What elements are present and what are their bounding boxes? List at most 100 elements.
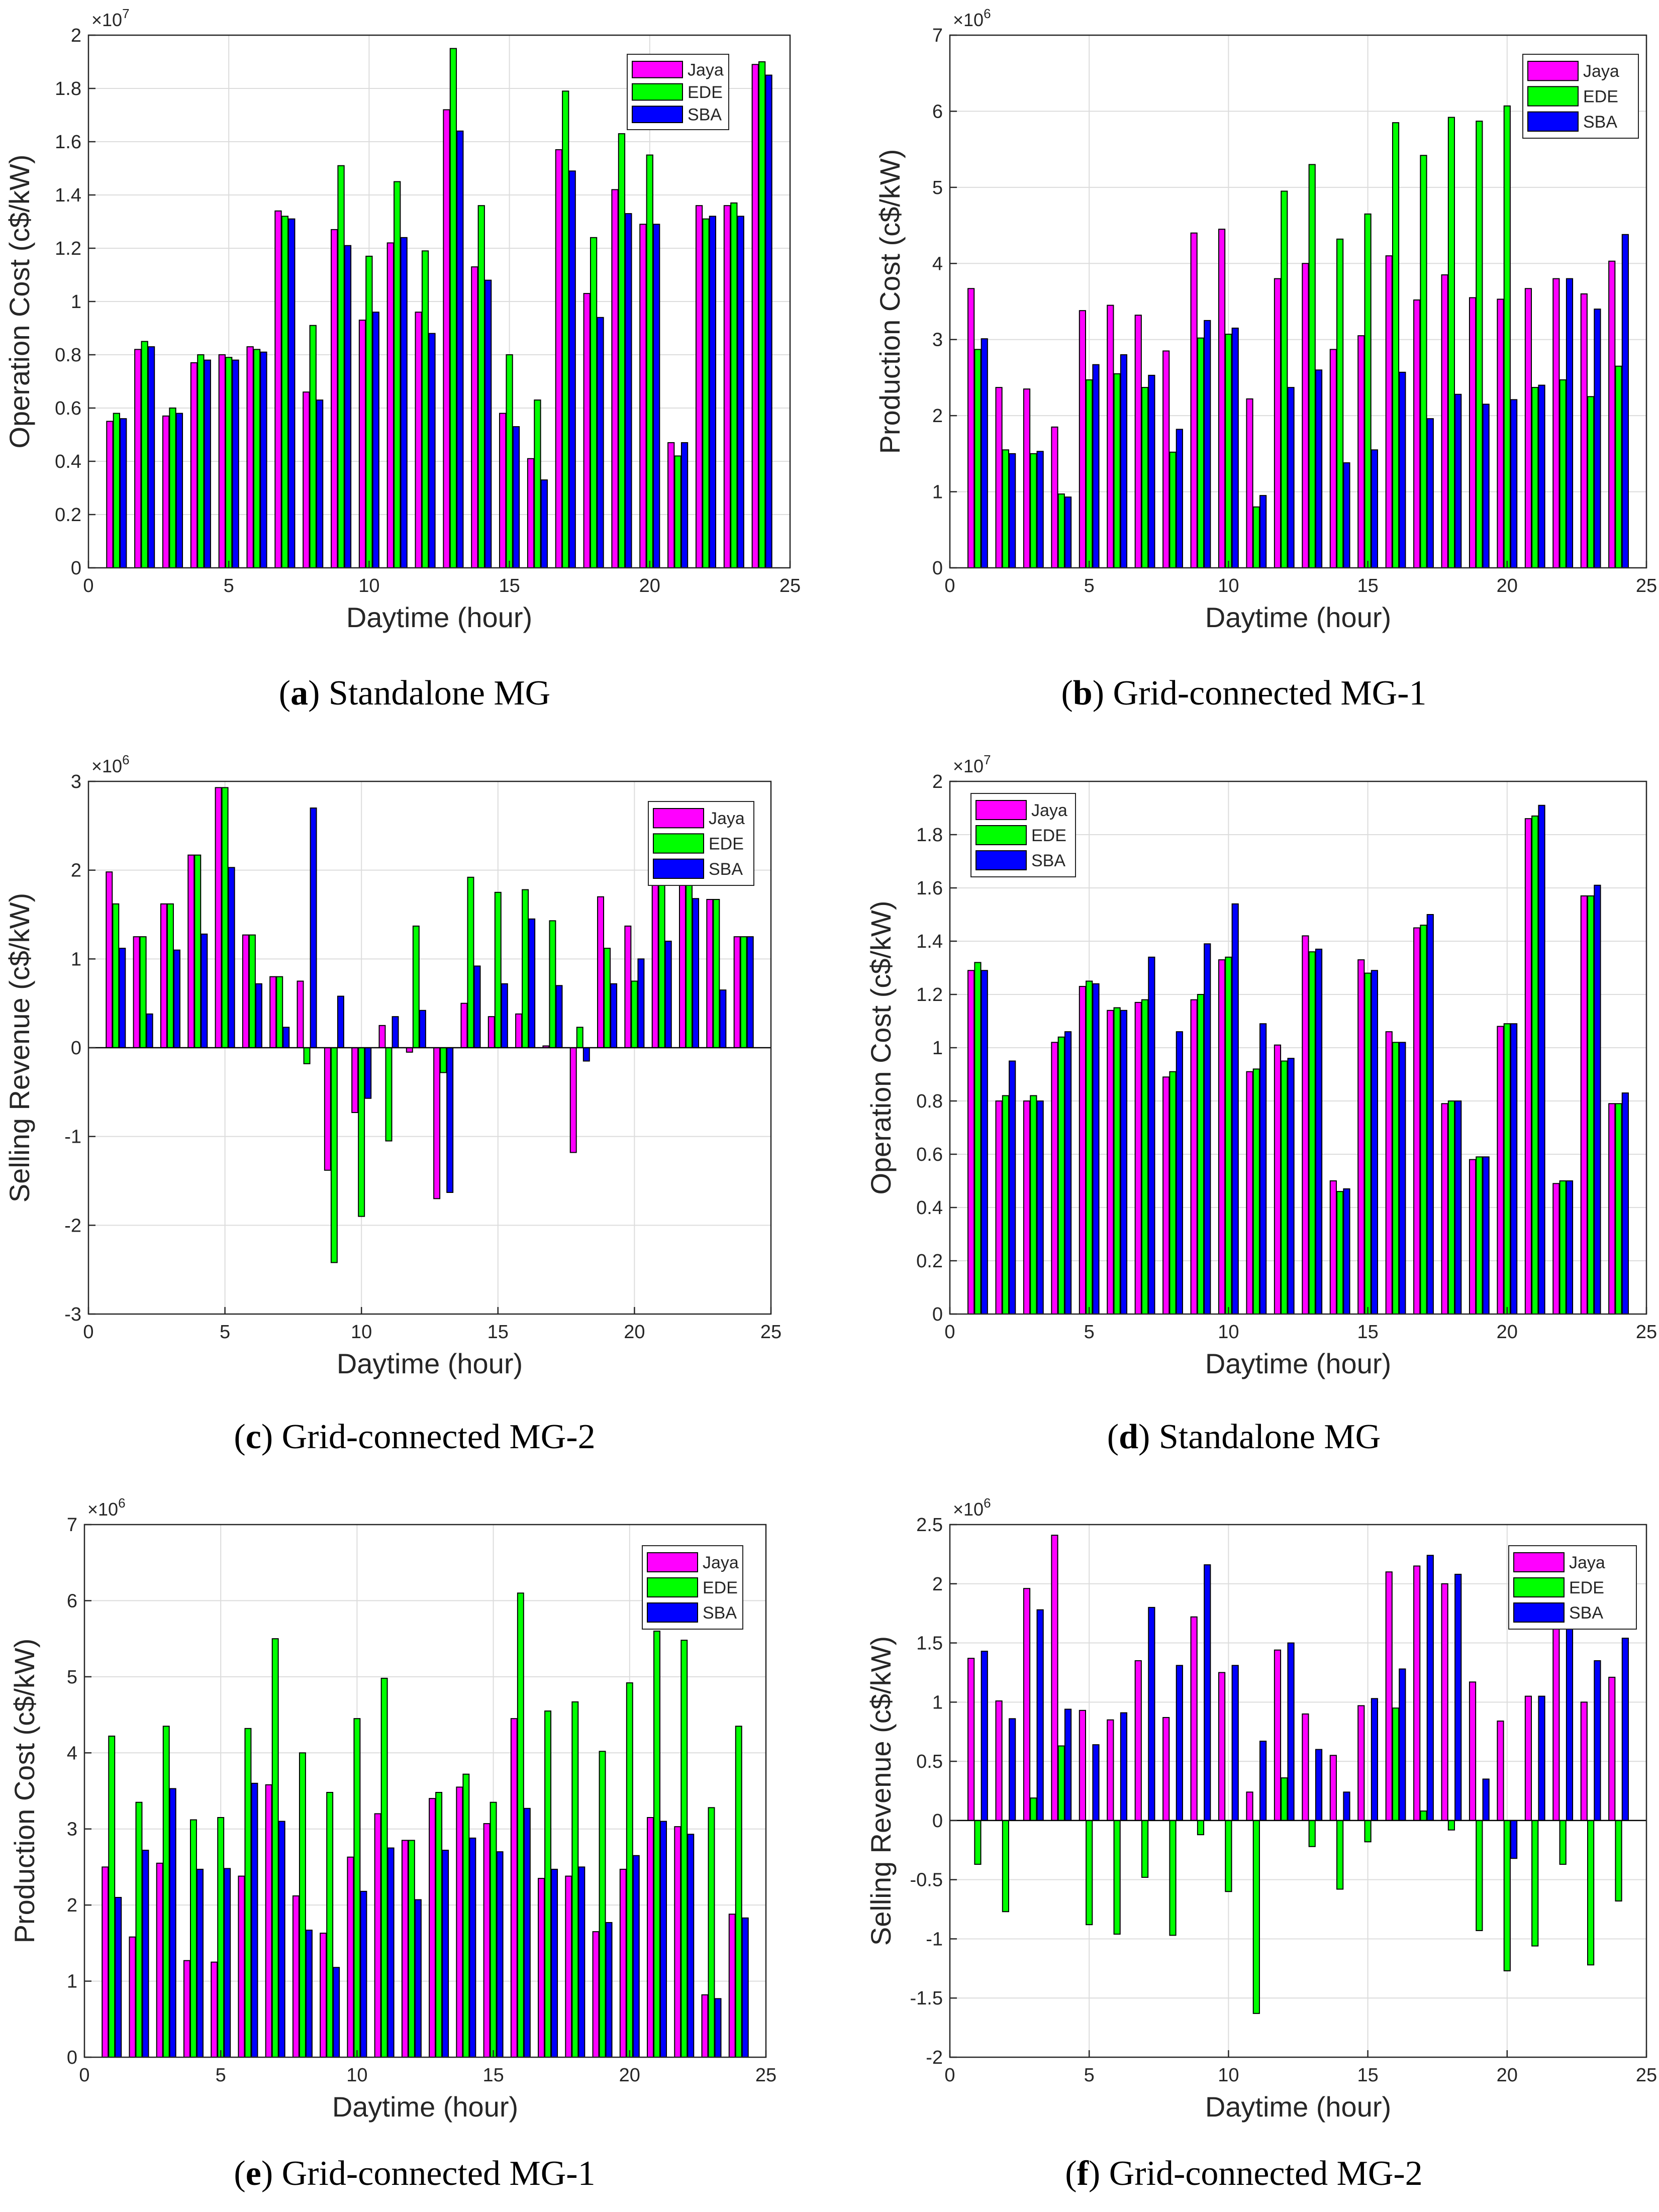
bar-sba-h1 (115, 1897, 122, 2058)
bar-sba-h8 (310, 808, 317, 1048)
bar-jaya-h13 (433, 1047, 441, 1199)
bar-sba-h19 (1482, 404, 1490, 569)
bar-ede-h3 (1030, 453, 1037, 568)
x-tick-label: 5 (1084, 575, 1095, 596)
x-tick-label: 20 (619, 2065, 640, 2086)
bar-jaya-h22 (1552, 1613, 1560, 1821)
y-tick-label: 0.8 (55, 345, 81, 366)
x-tick-label: 25 (1636, 2065, 1657, 2086)
bar-ede-h6 (244, 1728, 252, 2058)
bar-ede-h24 (1615, 1820, 1622, 1902)
bar-sba-h10 (372, 312, 379, 568)
legend-label-ede: EDE (703, 1578, 738, 1597)
bar-sba-h2 (1009, 453, 1016, 568)
bar-ede-h12 (408, 1840, 415, 2058)
bar-jaya-h12 (1274, 1649, 1282, 1821)
exponent-power: 6 (984, 6, 991, 21)
bar-jaya-h4 (187, 854, 195, 1048)
bar-ede-h13 (449, 48, 457, 568)
legend-label-sba: SBA (1031, 851, 1065, 870)
bar-ede-h24 (1615, 1103, 1622, 1315)
exponent-power: 7 (122, 6, 129, 21)
bar-ede-h5 (217, 1817, 225, 2058)
bar-ede-h10 (1225, 956, 1232, 1315)
bar-jaya-h16 (527, 458, 535, 569)
bar-jaya-h16 (515, 1013, 523, 1048)
bar-jaya-h7 (1134, 1001, 1142, 1315)
bar-ede-h7 (1141, 387, 1149, 568)
bar-ede-h14 (477, 205, 485, 568)
bar-sba-h20 (637, 958, 645, 1049)
bar-ede-h11 (394, 181, 401, 568)
bar-sba-h17 (551, 1868, 558, 2058)
bar-jaya-h9 (1190, 999, 1198, 1315)
bar-sba-h11 (400, 237, 408, 568)
bar-jaya-h12 (415, 312, 422, 568)
bar-ede-h4 (189, 1819, 197, 2058)
bar-sba-h22 (692, 898, 700, 1048)
bar-jaya-h16 (510, 1718, 518, 2058)
bar-sba-h15 (496, 1851, 504, 2058)
bar-ede-h19 (1476, 121, 1483, 569)
bar-ede-h16 (1392, 1042, 1400, 1315)
bar-ede-h22 (1559, 1180, 1567, 1315)
bar-jaya-h7 (274, 210, 282, 568)
x-tick-label: 20 (1497, 575, 1518, 596)
legend-swatch-jaya (653, 808, 704, 829)
bar-ede-h19 (1476, 1820, 1483, 1931)
bar-ede-h16 (522, 889, 529, 1048)
y-tick-label: 0 (71, 1038, 81, 1059)
bar-sba-h24 (1621, 234, 1629, 568)
x-tick-label: 0 (79, 2065, 89, 2086)
bar-sba-h23 (1594, 884, 1601, 1315)
bar-ede-h12 (1281, 1777, 1288, 1821)
bar-sba-h12 (1287, 1058, 1295, 1315)
bar-ede-h24 (758, 61, 766, 568)
x-axis-label: Daytime (hour) (1205, 2091, 1391, 2123)
bar-jaya-h19 (1469, 1159, 1477, 1315)
bar-jaya-h23 (706, 898, 714, 1048)
bar-jaya-h8 (297, 980, 304, 1048)
bar-sba-h18 (597, 317, 604, 568)
bar-sba-h9 (337, 995, 344, 1048)
y-tick-label: 2 (932, 771, 943, 792)
caption-c: (c) Grid-connected MG-2 (234, 1418, 596, 1456)
bar-ede-h14 (462, 1773, 470, 2058)
x-tick-label: 5 (224, 575, 234, 596)
x-tick-label: 0 (83, 575, 93, 596)
bar-jaya-h6 (1107, 1719, 1114, 1821)
x-tick-label: 15 (499, 575, 520, 596)
bar-sba-h6 (251, 1782, 258, 2058)
x-tick-label: 10 (1218, 2065, 1239, 2086)
y-tick-label: -2 (64, 1215, 81, 1236)
bar-jaya-h20 (1497, 298, 1504, 568)
bar-sba-h19 (625, 213, 632, 569)
bar-jaya-h18 (569, 1047, 577, 1153)
bar-jaya-h15 (1357, 335, 1365, 569)
bar-sba-h4 (1064, 1031, 1072, 1315)
bar-sba-h19 (605, 1922, 613, 2058)
y-tick-label: 1.6 (916, 878, 943, 899)
bar-ede-h19 (599, 1751, 606, 2058)
bar-sba-h4 (197, 1868, 204, 2058)
bar-jaya-h10 (1218, 1672, 1226, 1821)
bar-ede-h2 (1002, 1095, 1009, 1315)
bar-ede-h23 (713, 898, 720, 1048)
bar-sba-h14 (1343, 462, 1350, 568)
y-tick-label: 6 (67, 1590, 77, 1612)
bar-jaya-h10 (1218, 959, 1226, 1315)
bar-sba-h6 (255, 983, 262, 1048)
bar-sba-h4 (201, 933, 208, 1048)
bar-jaya-h1 (106, 421, 114, 568)
bar-jaya-h24 (1608, 260, 1616, 568)
chart-c: 0 5 10 15 20 25 -3 -2 -1 0 1 2 3 ×106 Daytime (hour) Se… (4, 752, 782, 1379)
bar-sba-h24 (1621, 1638, 1629, 1821)
y-tick-label: 0 (932, 1811, 943, 1832)
exponent-label: ×106 (953, 6, 991, 30)
x-axis-label: Daytime (hour) (337, 1348, 523, 1379)
bar-ede-h11 (385, 1047, 393, 1142)
bar-sba-h16 (1399, 1668, 1406, 1821)
bar-ede-h8 (1169, 1820, 1177, 1936)
bar-jaya-h5 (1079, 1710, 1086, 1821)
bar-ede-h4 (1057, 1745, 1065, 1821)
